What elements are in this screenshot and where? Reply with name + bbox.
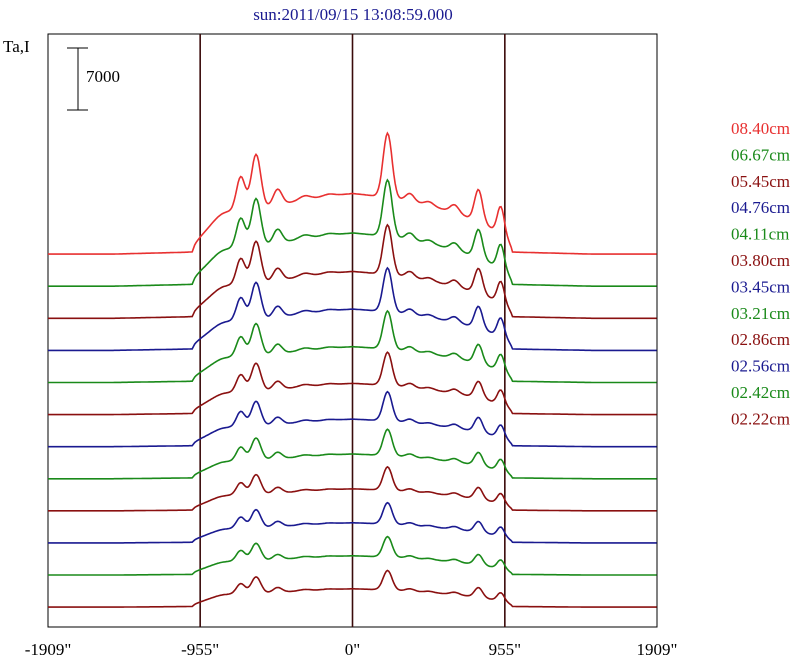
legend-entry-2: 05.45cm <box>731 172 790 191</box>
legend: 08.40cm 06.67cm 05.45cm 04.76cm 04.11cm 03.80… <box>731 119 790 428</box>
x-tick-label-2: 0" <box>345 640 360 659</box>
legend-entry-7: 03.21cm <box>731 304 790 323</box>
scale-bar: 7000 <box>67 47 120 111</box>
profile-line-6 <box>48 390 657 448</box>
x-tick-label-4: 1909" <box>637 640 678 659</box>
profile-line-3 <box>48 266 657 352</box>
x-tick-label-3: 955" <box>489 640 521 659</box>
profile-line-7 <box>48 428 657 480</box>
scale-bar-label: 7000 <box>86 67 120 86</box>
chart-title: sun:2011/09/15 13:08:59.000 <box>253 5 453 24</box>
profile-line-9 <box>48 501 657 544</box>
legend-entry-5: 03.80cm <box>731 251 790 270</box>
y-axis-label: Ta,I <box>3 37 30 56</box>
profile-line-0 <box>48 131 657 255</box>
profile-line-2 <box>48 223 657 320</box>
vertical-markers <box>199 34 506 627</box>
profile-line-8 <box>48 465 657 512</box>
legend-entry-6: 03.45cm <box>731 277 790 296</box>
profile-line-1 <box>48 178 657 287</box>
legend-entry-4: 04.11cm <box>731 225 789 244</box>
x-tick-label-0: -1909" <box>25 640 72 659</box>
profile-line-4 <box>48 309 657 384</box>
legend-entry-11: 02.22cm <box>731 409 790 428</box>
x-tick-label-1: -955" <box>181 640 219 659</box>
x-tick-labels: -1909" -955" 0" 955" 1909" <box>25 640 678 659</box>
profile-line-11 <box>48 569 657 608</box>
legend-entry-0: 08.40cm <box>731 119 790 138</box>
profiles <box>48 131 657 608</box>
profile-line-5 <box>48 351 657 416</box>
legend-entry-10: 02.42cm <box>731 383 790 402</box>
legend-entry-8: 02.86cm <box>731 330 790 349</box>
legend-entry-3: 04.76cm <box>731 198 790 217</box>
legend-entry-1: 06.67cm <box>731 145 790 164</box>
legend-entry-9: 02.56cm <box>731 357 790 376</box>
profile-line-10 <box>48 535 657 576</box>
